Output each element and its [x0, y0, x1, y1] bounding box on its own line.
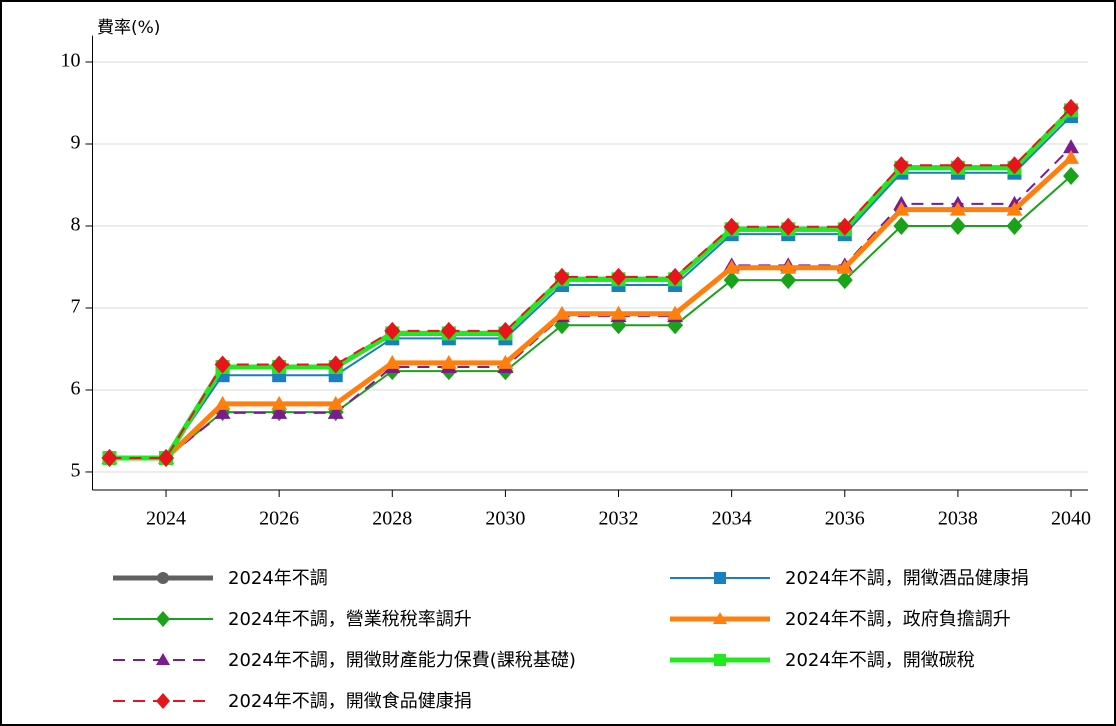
- marker: [780, 217, 797, 236]
- marker: [1063, 98, 1080, 117]
- marker: [949, 201, 966, 216]
- marker: [101, 449, 118, 468]
- series: [101, 98, 1080, 468]
- legend-label: 2024年不調，開徵碳稅: [785, 650, 975, 671]
- marker: [893, 216, 910, 235]
- legend-label: 2024年不調: [228, 568, 328, 589]
- marker: [158, 449, 175, 468]
- x-tick-label: 2028: [372, 508, 412, 530]
- marker: [893, 201, 910, 216]
- legend-label: 2024年不調，營業稅稅率調升: [228, 609, 472, 630]
- marker: [497, 354, 514, 369]
- marker: [271, 404, 288, 419]
- y-tick-label: 6: [71, 378, 81, 400]
- marker: [553, 267, 570, 286]
- marker: [440, 321, 457, 340]
- marker: [327, 395, 344, 410]
- marker: [667, 267, 684, 286]
- x-tick-label: 2036: [825, 508, 865, 530]
- marker: [723, 259, 740, 274]
- x-tick-label: 2024: [146, 508, 186, 530]
- marker: [780, 271, 797, 290]
- marker: [836, 271, 853, 290]
- series-line: [109, 108, 1073, 461]
- marker: [214, 404, 231, 419]
- series-line: [109, 107, 1072, 460]
- legend-marker: [714, 654, 726, 666]
- marker: [949, 216, 966, 235]
- marker: [384, 354, 401, 369]
- x-tick-label: 2026: [259, 508, 299, 530]
- y-axis-title: 費率(%): [97, 18, 160, 38]
- marker: [836, 217, 853, 236]
- marker: [214, 355, 231, 374]
- legend-marker: [713, 612, 727, 624]
- marker: [1063, 149, 1080, 164]
- legend-label: 2024年不調，開徵財產能力保費(課稅基礎): [228, 650, 576, 671]
- legend-label: 2024年不調，開徵食品健康捐: [228, 691, 472, 712]
- marker: [440, 354, 457, 369]
- marker: [327, 355, 344, 374]
- marker: [723, 217, 740, 236]
- marker: [667, 305, 684, 320]
- marker: [271, 395, 288, 410]
- legend-marker: [156, 611, 170, 627]
- x-tick-label: 2038: [938, 508, 978, 530]
- marker: [1063, 166, 1080, 185]
- x-tick-label: 2030: [485, 508, 525, 530]
- marker: [553, 305, 570, 320]
- marker: [497, 321, 514, 340]
- series-line: [109, 156, 1073, 461]
- marker: [327, 404, 344, 419]
- y-tick-label: 8: [71, 214, 81, 236]
- marker: [780, 259, 797, 274]
- marker: [1063, 139, 1080, 154]
- marker: [384, 321, 401, 340]
- legend-marker: [157, 572, 169, 584]
- marker: [1006, 216, 1023, 235]
- legend-marker: [156, 653, 170, 665]
- y-tick-label: 10: [61, 50, 81, 72]
- marker: [610, 267, 627, 286]
- legend-label: 2024年不調，開徵酒品健康捐: [785, 568, 1029, 589]
- x-tick-label: 2032: [599, 508, 639, 530]
- y-tick-label: 5: [71, 460, 81, 482]
- legend-marker: [714, 572, 726, 584]
- marker: [1006, 156, 1023, 175]
- y-tick-label: 9: [71, 132, 81, 154]
- y-tick-label: 7: [71, 296, 81, 318]
- marker: [1006, 201, 1023, 216]
- marker: [271, 355, 288, 374]
- legend-label: 2024年不調，政府負擔調升: [785, 609, 1011, 630]
- x-tick-label: 2040: [1051, 508, 1091, 530]
- marker: [723, 271, 740, 290]
- marker: [214, 395, 231, 410]
- x-tick-label: 2034: [712, 508, 752, 530]
- marker: [949, 156, 966, 175]
- series-line: [109, 115, 1072, 460]
- series-line: [109, 175, 1072, 460]
- legend-marker: [156, 693, 170, 709]
- marker: [610, 305, 627, 320]
- marker: [893, 156, 910, 175]
- marker: [836, 259, 853, 274]
